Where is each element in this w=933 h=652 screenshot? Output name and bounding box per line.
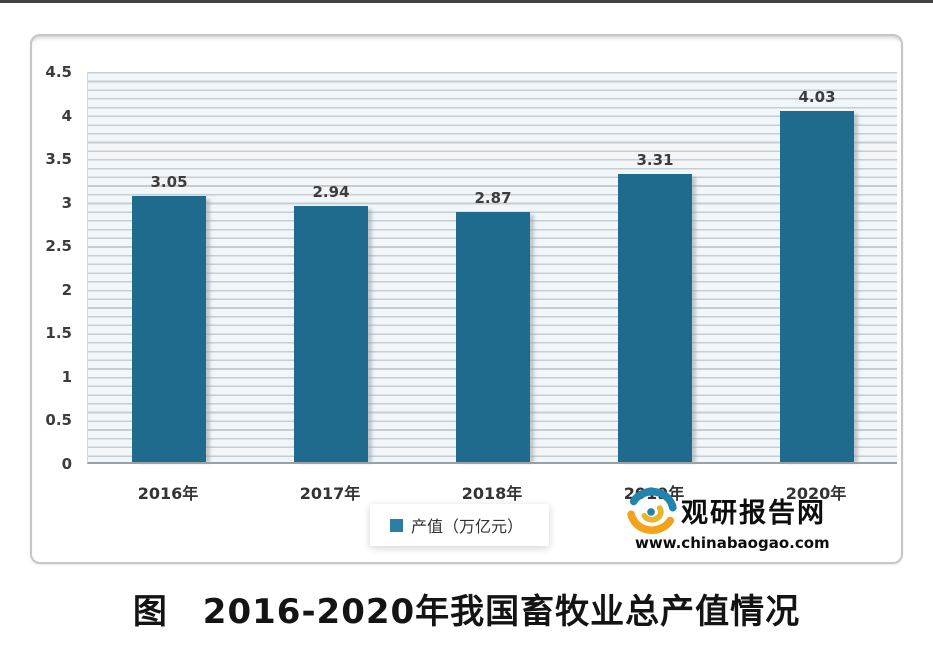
bar (456, 212, 530, 462)
bar (780, 110, 854, 462)
y-tick-label: 2 (61, 280, 72, 299)
bar (618, 173, 692, 462)
y-tick-label: 4 (61, 106, 72, 125)
y-tick-label: 0 (61, 455, 72, 473)
brand-name: 观研报告网 (681, 497, 826, 529)
bar-value-label: 4.03 (798, 87, 836, 106)
y-tick-label: 1 (61, 367, 72, 386)
legend-marker-icon (390, 518, 403, 532)
legend: 产值（万亿元） (370, 504, 550, 546)
bar-value-label: 3.05 (150, 173, 188, 192)
y-tick-label: 1.5 (45, 324, 72, 343)
y-tick-label: 3 (61, 193, 72, 212)
x-tick-label: 2020年 (785, 484, 847, 503)
y-tick-label: 0.5 (45, 411, 72, 430)
screenshot-top-border (0, 0, 933, 3)
chart-card: 0 0.5 1 1.5 2 2.5 3 3.5 4 4.5 3.05 2.94 2.87 3.31 4.0… (30, 34, 903, 564)
brand-watermark: 观研报告网 www.chinabaogao.com (623, 486, 889, 552)
figure-title: 图 2016-2020年我国畜牧业总产值情况 (132, 592, 801, 632)
x-tick-label: 2018年 (461, 484, 523, 503)
x-tick-label: 2017年 (299, 484, 361, 503)
bar-value-label: 2.87 (474, 189, 512, 207)
brand-url: www.chinabaogao.com (635, 534, 830, 552)
y-tick-label: 2.5 (45, 237, 72, 256)
y-tick-label: 3.5 (45, 150, 72, 169)
x-tick-label: 2016年 (137, 484, 199, 503)
y-tick-label: 4.5 (45, 63, 72, 81)
legend-label: 产值（万亿元） (411, 517, 524, 536)
bar-value-label: 3.31 (636, 150, 674, 169)
plot-area: 3.05 2.94 2.87 3.31 4.03 (87, 72, 897, 464)
bar-value-label: 2.94 (312, 182, 350, 201)
bar (294, 205, 368, 462)
y-axis: 0 0.5 1 1.5 2 2.5 3 3.5 4 4.5 (32, 63, 80, 473)
bar (132, 196, 206, 462)
brand-logo-icon (623, 486, 681, 534)
